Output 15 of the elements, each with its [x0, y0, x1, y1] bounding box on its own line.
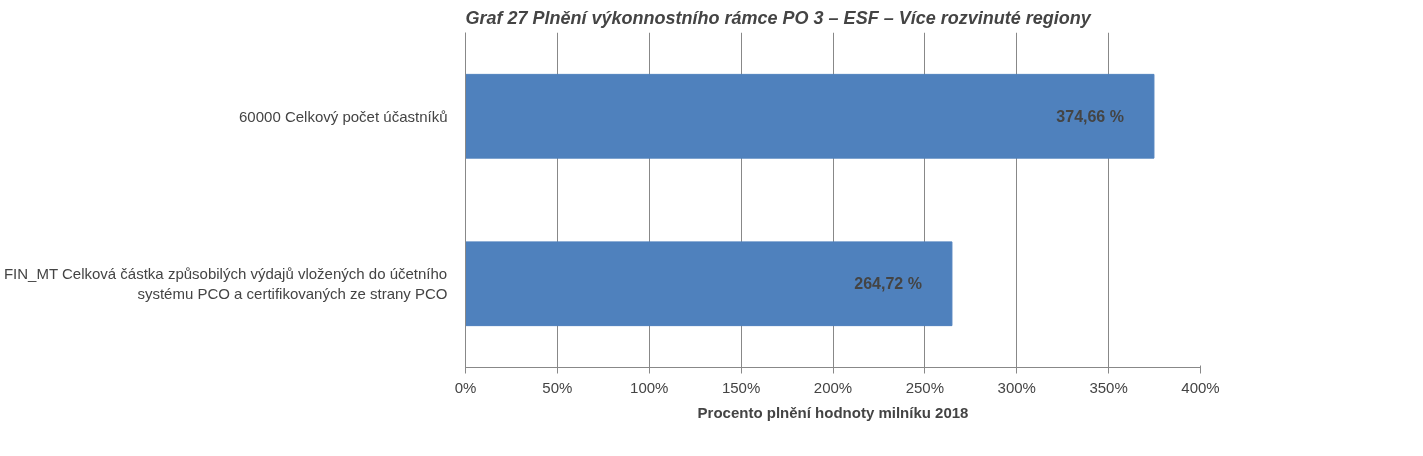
x-tick-label: 150% [721, 378, 761, 396]
x-tick-label: 100% [630, 378, 669, 396]
x-tick-label: 200% [813, 378, 853, 396]
data-label: 374,66 % [1056, 107, 1124, 125]
x-tick-label: 250% [905, 378, 945, 396]
x-tick-label: 50% [542, 378, 573, 396]
y-tick-label: 60000 Celkový počet účastníků [239, 107, 448, 125]
x-tick-label: 300% [997, 378, 1036, 396]
data-label: 264,72 % [854, 275, 922, 293]
x-tick-label: 0% [454, 378, 477, 396]
x-tick-label: 400% [1181, 378, 1220, 396]
chart-title: Graf 27 Plnění výkonnostního rámce PO 3 – ESF – Více rozvinuté regiony [465, 7, 1092, 28]
x-tick-label: 350% [1089, 378, 1128, 396]
x-axis-title: Procento plnění hodnoty milníku 2018 [697, 403, 969, 421]
y-tick-label: FIN_MT Celková částka způsobilých výdajů vložených do účetního systému PCO a certifikovaných ze strany PCO [3, 265, 448, 303]
